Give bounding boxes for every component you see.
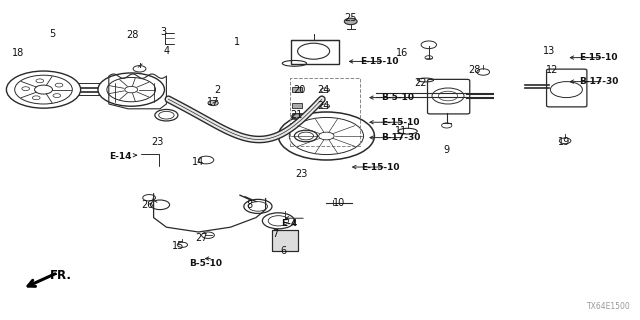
Bar bbox=[291, 40, 339, 64]
Text: 25: 25 bbox=[344, 12, 357, 23]
Text: E-4: E-4 bbox=[282, 219, 298, 228]
Text: 27: 27 bbox=[195, 233, 208, 244]
Text: 24: 24 bbox=[317, 101, 330, 111]
Text: B-5-10: B-5-10 bbox=[189, 260, 222, 268]
Text: 2: 2 bbox=[214, 84, 221, 95]
Text: 18: 18 bbox=[12, 48, 24, 58]
Text: 13: 13 bbox=[543, 46, 556, 56]
Bar bbox=[292, 113, 302, 118]
Text: 15: 15 bbox=[172, 241, 184, 252]
Text: 17: 17 bbox=[207, 97, 220, 108]
Bar bbox=[272, 230, 298, 251]
Text: 3: 3 bbox=[160, 27, 166, 37]
Text: 5: 5 bbox=[49, 28, 56, 39]
Bar bbox=[292, 87, 302, 92]
Text: 11: 11 bbox=[395, 126, 408, 136]
Text: E-15-10: E-15-10 bbox=[381, 118, 419, 127]
Text: FR.: FR. bbox=[50, 269, 72, 282]
Text: 8: 8 bbox=[246, 200, 253, 210]
Text: B-17-30: B-17-30 bbox=[381, 133, 420, 142]
Text: 28: 28 bbox=[126, 30, 139, 40]
Text: B-17-30: B-17-30 bbox=[579, 77, 619, 86]
Text: 7: 7 bbox=[272, 228, 278, 239]
Text: 23: 23 bbox=[151, 137, 164, 148]
Text: 20: 20 bbox=[293, 84, 306, 95]
Text: 12: 12 bbox=[545, 65, 558, 76]
Text: 14: 14 bbox=[192, 156, 205, 167]
Bar bbox=[272, 230, 298, 251]
Text: 16: 16 bbox=[396, 48, 408, 58]
Text: TX64E1500: TX64E1500 bbox=[587, 302, 630, 311]
Text: E-15-10: E-15-10 bbox=[579, 53, 618, 62]
Text: 21: 21 bbox=[290, 110, 303, 120]
Text: 22: 22 bbox=[414, 78, 427, 88]
Text: 26: 26 bbox=[141, 200, 154, 210]
Bar bbox=[292, 103, 302, 108]
Text: 9: 9 bbox=[444, 145, 450, 156]
Text: B-5-10: B-5-10 bbox=[381, 93, 414, 102]
Text: E-15-10: E-15-10 bbox=[360, 57, 398, 66]
Text: E-15-10: E-15-10 bbox=[362, 163, 400, 172]
Text: 24: 24 bbox=[317, 85, 330, 95]
Circle shape bbox=[344, 18, 357, 25]
Text: 23: 23 bbox=[295, 169, 308, 180]
Circle shape bbox=[208, 100, 218, 106]
Text: 19: 19 bbox=[558, 137, 571, 148]
Text: 10: 10 bbox=[333, 198, 346, 208]
Bar bbox=[290, 78, 360, 146]
Text: 1: 1 bbox=[234, 36, 240, 47]
Text: 4: 4 bbox=[163, 46, 170, 56]
Text: 28: 28 bbox=[468, 65, 481, 76]
Text: 6: 6 bbox=[280, 246, 287, 256]
Text: E-14: E-14 bbox=[109, 152, 131, 161]
